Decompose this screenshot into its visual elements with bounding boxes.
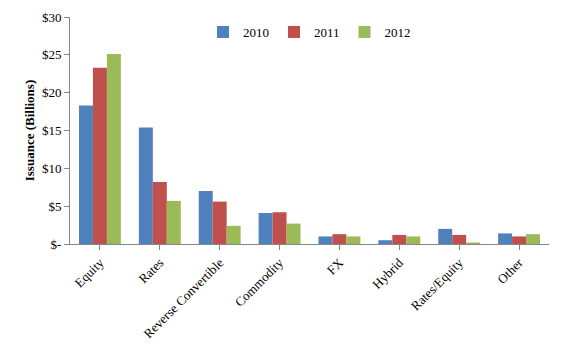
svg-text:Issuance (Billions): Issuance (Billions) <box>22 80 37 182</box>
svg-text:Hybrid: Hybrid <box>369 255 406 292</box>
svg-text:2012: 2012 <box>385 25 411 40</box>
svg-text:$30: $30 <box>42 10 62 25</box>
svg-text:$15: $15 <box>42 123 62 138</box>
svg-text:FX: FX <box>324 255 347 278</box>
svg-text:Commodity: Commodity <box>232 255 287 310</box>
svg-text:Equity: Equity <box>72 255 107 290</box>
svg-text:$5: $5 <box>48 199 61 214</box>
svg-text:$25: $25 <box>42 47 62 62</box>
svg-text:$10: $10 <box>42 161 62 176</box>
svg-text:Rates: Rates <box>135 255 166 286</box>
svg-text:$-: $- <box>51 237 62 252</box>
svg-text:Other: Other <box>494 255 526 287</box>
svg-text:Rates/Equity: Rates/Equity <box>408 255 466 313</box>
svg-text:2010: 2010 <box>243 25 269 40</box>
svg-text:$20: $20 <box>42 85 62 100</box>
svg-text:2011: 2011 <box>314 25 340 40</box>
svg-text:Reverse Convertible: Reverse Convertible <box>140 255 226 341</box>
